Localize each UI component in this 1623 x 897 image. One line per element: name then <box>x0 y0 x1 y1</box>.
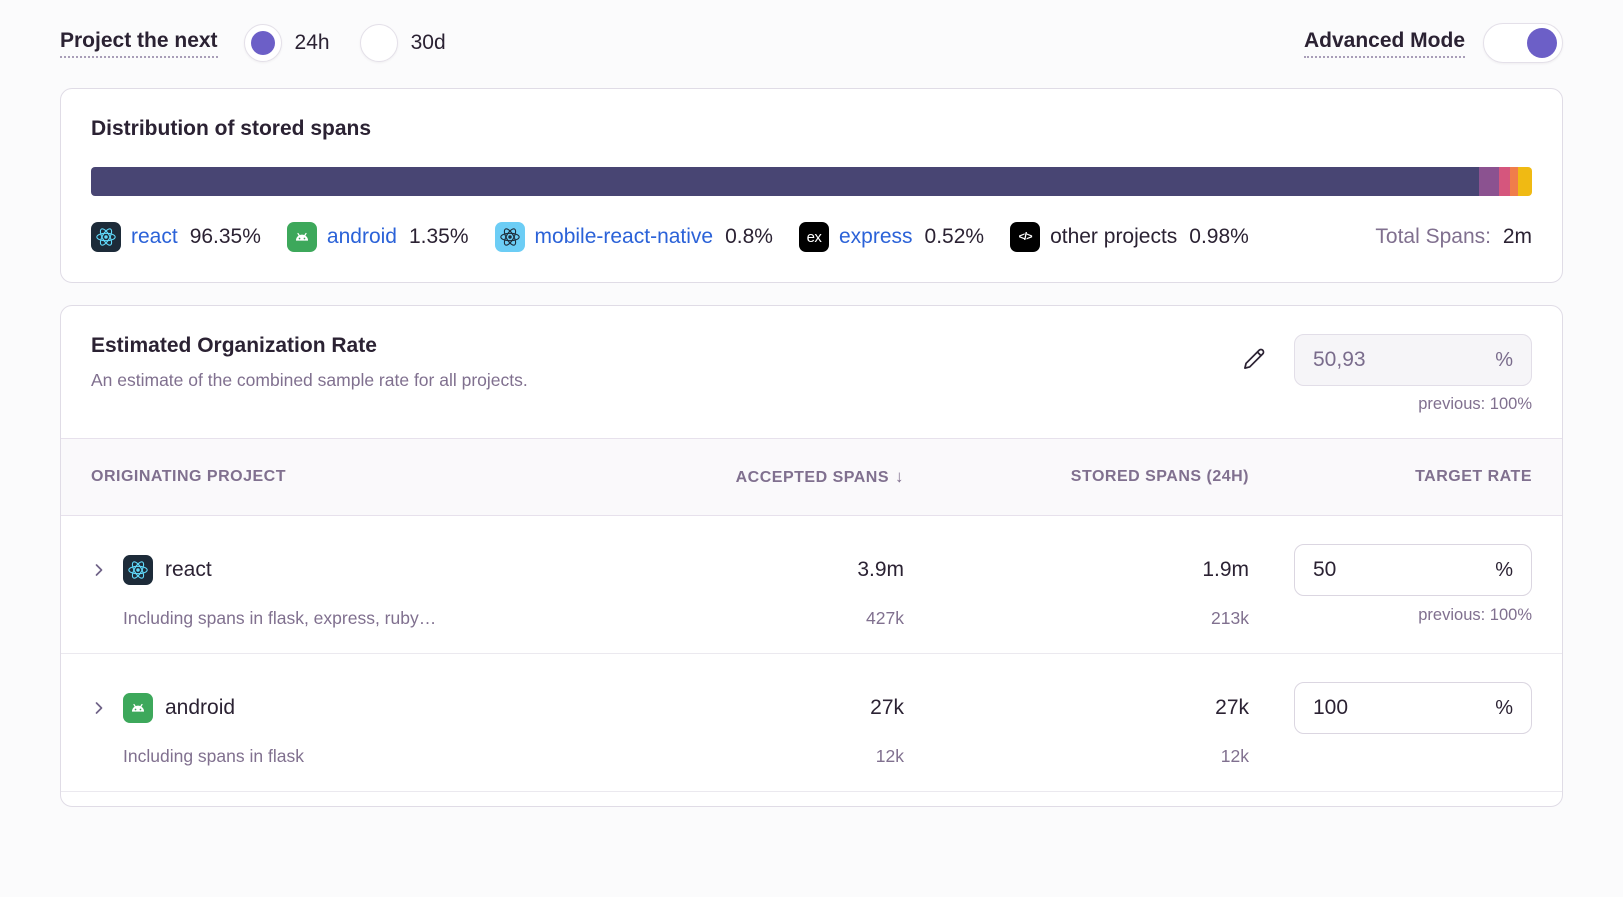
project-description: Including spans in flask <box>123 746 304 766</box>
bar-segment-mobile-react-native[interactable] <box>1498 167 1511 196</box>
radio-circle-icon <box>243 24 282 62</box>
legend-percentage: 0.98% <box>1189 225 1249 248</box>
target-rate-input[interactable] <box>1313 696 1463 720</box>
project-cell: react <box>91 544 564 596</box>
accepted-spans-sub-value: 12k <box>875 746 904 766</box>
projection-period-control: Project the next 24h 30d <box>60 24 476 62</box>
legend-item: </> other projects 0.98% <box>1010 222 1249 252</box>
project-description: Including spans in flask, express, ruby… <box>123 608 437 628</box>
accepted-spans-value: 27k <box>870 696 904 719</box>
header-originating-project: Originating Project <box>91 468 286 485</box>
org-rate-subtitle: An estimate of the combined sample rate … <box>91 370 528 390</box>
react-platform-icon <box>123 555 153 585</box>
header-stored-spans[interactable]: Stored Spans (24h) <box>1070 468 1249 485</box>
org-rate-percent-suffix: % <box>1495 348 1513 371</box>
pencil-icon <box>1240 348 1268 376</box>
target-rate-previous <box>1249 744 1532 767</box>
org-rate-input-group: % previous: 100% <box>1236 334 1532 414</box>
stored-spans-sub-value: 12k <box>1220 746 1249 766</box>
period-radio-30d[interactable]: 30d <box>359 24 446 62</box>
total-spans-value: 2m <box>1502 225 1532 248</box>
stored-spans-value: 27k <box>1215 696 1249 719</box>
legend-project-link-express[interactable]: express <box>838 225 913 248</box>
org-rate-input-box: % <box>1294 334 1532 386</box>
legend-project-link-react[interactable]: react <box>131 225 178 248</box>
projects-table-header: Originating Project Accepted Spans ↓ Stor… <box>61 438 1562 516</box>
project-name: react <box>165 558 212 581</box>
android-platform-icon <box>286 222 317 252</box>
target-rate-percent-suffix: % <box>1495 558 1513 581</box>
bar-segment-android[interactable] <box>1479 167 1499 196</box>
org-rate-title: Estimated Organization Rate <box>91 334 377 357</box>
project-name: android <box>165 696 236 719</box>
react-platform-icon <box>91 222 121 252</box>
legend-item: android 1.35% <box>286 222 469 252</box>
target-rate-input-box: % <box>1294 682 1532 734</box>
top-controls-bar: Project the next 24h 30d Advanced Mode <box>60 0 1563 66</box>
code-icon: </> <box>1010 222 1041 252</box>
total-spans-label: Total Spans: <box>1375 225 1491 248</box>
chevron-right-icon <box>95 564 103 576</box>
radio-circle-icon <box>359 24 398 62</box>
header-target-rate: Target Rate <box>1415 468 1532 485</box>
legend-item: react 96.35% <box>91 222 261 252</box>
table-row-android: android 27k 27k % Including spans in fla… <box>61 654 1562 792</box>
legend-item: mobile-react-native 0.8% <box>494 222 773 252</box>
legend-project-link-mobile-react-native[interactable]: mobile-react-native <box>534 225 714 248</box>
distribution-card: Distribution of stored spans react 96.35… <box>60 88 1563 283</box>
accepted-spans-value: 3.9m <box>857 558 904 581</box>
target-rate-cell: % <box>1249 682 1532 734</box>
org-rate-header: Estimated Organization Rate An estimate … <box>61 306 1562 438</box>
period-radio-24h[interactable]: 24h <box>243 24 330 62</box>
edit-rate-button[interactable] <box>1236 341 1272 380</box>
advanced-mode-toggle[interactable] <box>1483 23 1563 63</box>
legend-percentage: 96.35% <box>189 225 261 248</box>
expand-row-button[interactable] <box>91 699 109 717</box>
header-accepted-spans[interactable]: Accepted Spans ↓ <box>735 467 904 486</box>
accepted-spans-sub-value: 427k <box>866 608 904 628</box>
target-rate-cell: % <box>1249 544 1532 596</box>
period-radio-group: 24h 30d <box>243 24 476 62</box>
toggle-knob <box>1527 28 1557 58</box>
expand-row-button[interactable] <box>91 561 109 579</box>
table-row-react: react 3.9m 1.9m % Including spans in fla… <box>61 516 1562 654</box>
distribution-bar <box>91 167 1532 196</box>
bar-segment-express[interactable] <box>1510 167 1518 196</box>
legend-percentage: 0.52% <box>924 225 985 248</box>
org-rate-card: Estimated Organization Rate An estimate … <box>60 305 1563 807</box>
next-row-cutoff <box>61 792 1562 806</box>
distribution-legend: react 96.35% android 1.35% mobile-react-… <box>91 222 1532 252</box>
target-rate-previous: previous: 100% <box>1418 606 1532 624</box>
sampling-settings-page: Project the next 24h 30d Advanced Mode D… <box>60 0 1563 807</box>
react-native-platform-icon <box>494 222 525 252</box>
target-rate-input[interactable] <box>1313 558 1463 582</box>
org-rate-previous: previous: 100% <box>1418 395 1532 413</box>
project-cell: android <box>91 682 564 734</box>
distribution-title: Distribution of stored spans <box>91 117 372 140</box>
projects-table-body: react 3.9m 1.9m % Including spans in fla… <box>61 516 1562 792</box>
org-rate-input[interactable] <box>1313 348 1463 372</box>
bar-segment-other-projects[interactable] <box>1517 167 1532 196</box>
target-rate-percent-suffix: % <box>1495 696 1513 719</box>
stored-spans-sub-value: 213k <box>1211 608 1249 628</box>
legend-items: react 96.35% android 1.35% mobile-react-… <box>91 222 1281 252</box>
stored-spans-value: 1.9m <box>1202 558 1249 581</box>
android-platform-icon <box>123 693 153 723</box>
legend-project-link-android[interactable]: android <box>326 225 397 248</box>
total-spans: Total Spans: 2m <box>1375 222 1532 252</box>
chevron-right-icon <box>95 702 103 714</box>
org-rate-text: Estimated Organization Rate An estimate … <box>91 334 528 414</box>
advanced-mode-label: Advanced Mode <box>1303 29 1465 58</box>
bar-segment-react[interactable] <box>91 167 1480 196</box>
legend-project-link-other-projects: other projects <box>1050 225 1178 248</box>
legend-item: ex express 0.52% <box>798 222 985 252</box>
target-rate-input-box: % <box>1294 544 1532 596</box>
projection-label: Project the next <box>60 29 218 58</box>
advanced-mode-control: Advanced Mode <box>1303 23 1563 63</box>
legend-percentage: 1.35% <box>408 225 469 248</box>
legend-percentage: 0.8% <box>725 225 773 248</box>
sort-descending-icon: ↓ <box>895 467 904 486</box>
express-platform-icon: ex <box>798 222 829 252</box>
